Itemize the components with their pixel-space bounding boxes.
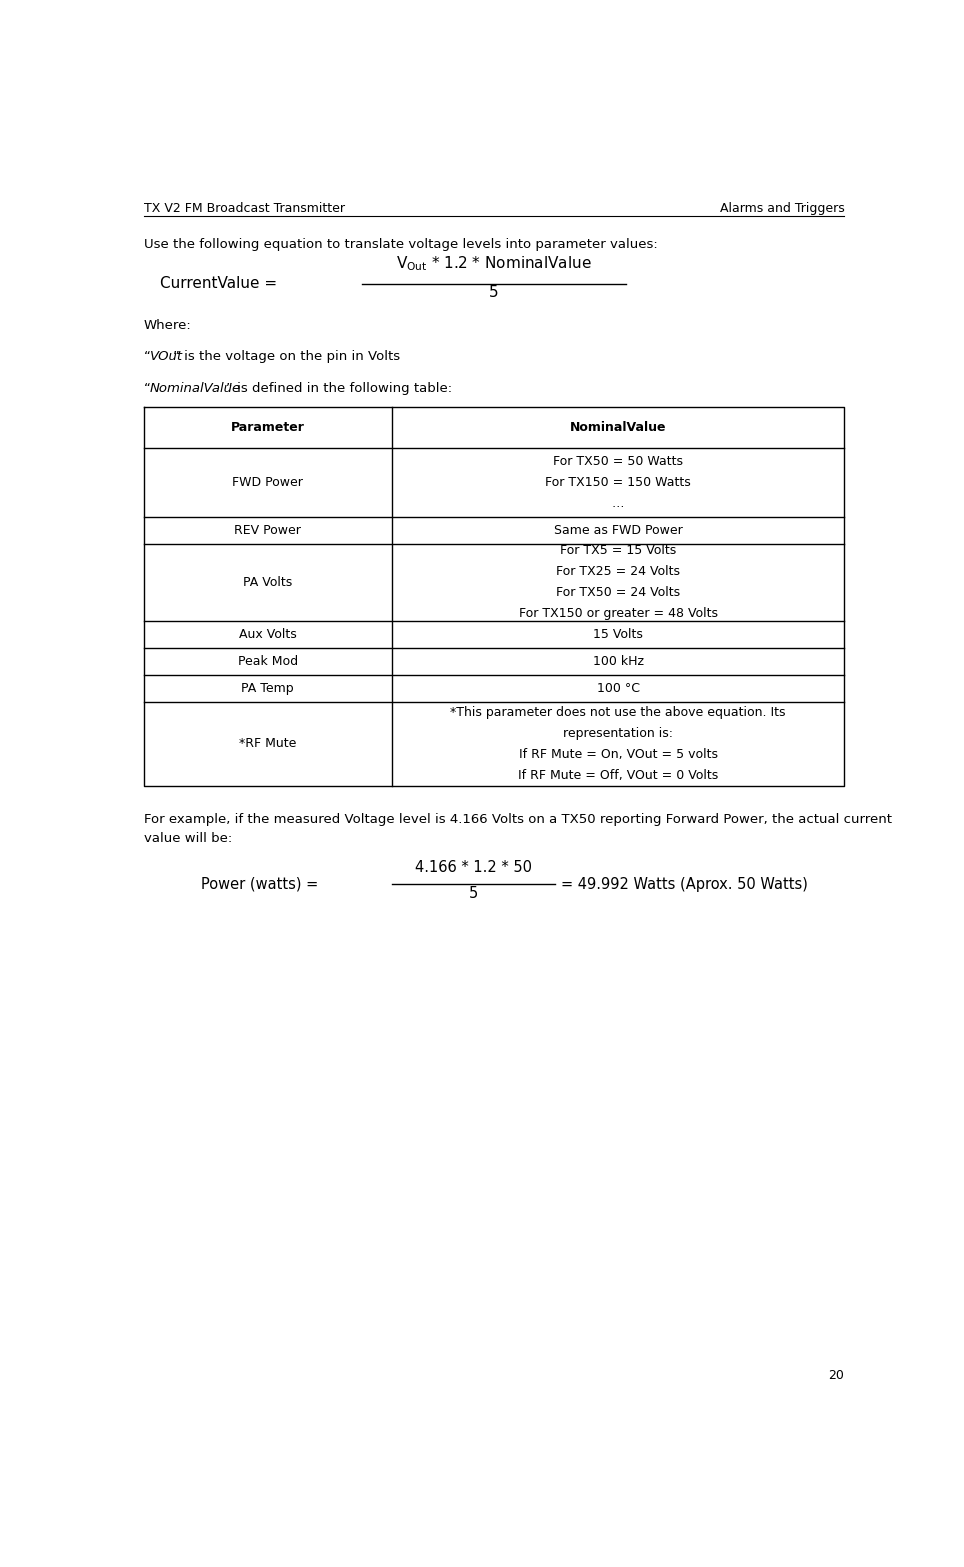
Text: 20: 20 <box>828 1368 844 1382</box>
Text: 5: 5 <box>490 285 498 299</box>
Text: Parameter: Parameter <box>230 422 305 434</box>
Text: NominalValue: NominalValue <box>150 382 241 395</box>
Text: “: “ <box>144 382 150 395</box>
Text: “: “ <box>144 349 150 362</box>
Text: 100 °C: 100 °C <box>597 682 639 694</box>
Text: VOut: VOut <box>150 349 183 362</box>
Text: TX V2 FM Broadcast Transmitter: TX V2 FM Broadcast Transmitter <box>144 202 345 215</box>
Text: REV Power: REV Power <box>234 523 301 537</box>
Text: Peak Mod: Peak Mod <box>238 655 298 668</box>
Text: ” is the voltage on the pin in Volts: ” is the voltage on the pin in Volts <box>174 349 400 362</box>
Text: Same as FWD Power: Same as FWD Power <box>553 523 683 537</box>
Text: Alarms and Triggers: Alarms and Triggers <box>719 202 844 215</box>
Text: For example, if the measured Voltage level is 4.166 Volts on a TX50 reporting Fo: For example, if the measured Voltage lev… <box>144 813 892 845</box>
Text: ” is defined in the following table:: ” is defined in the following table: <box>226 382 452 395</box>
Text: NominalValue: NominalValue <box>570 422 666 434</box>
Text: PA Volts: PA Volts <box>243 575 292 589</box>
Text: PA Temp: PA Temp <box>241 682 294 694</box>
Text: Where:: Where: <box>144 320 192 332</box>
Text: 15 Volts: 15 Volts <box>593 628 643 641</box>
Text: = 49.992 Watts (Aprox. 50 Watts): = 49.992 Watts (Aprox. 50 Watts) <box>561 876 808 892</box>
Text: Use the following equation to translate voltage levels into parameter values:: Use the following equation to translate … <box>144 238 657 251</box>
Text: FWD Power: FWD Power <box>232 476 304 489</box>
Text: Power (watts) =: Power (watts) = <box>201 876 318 892</box>
Text: CurrentValue =: CurrentValue = <box>160 276 277 291</box>
Text: *This parameter does not use the above equation. Its
representation is:
If RF Mu: *This parameter does not use the above e… <box>450 707 786 782</box>
Text: Aux Volts: Aux Volts <box>239 628 297 641</box>
Text: $\mathregular{V_{Out}}$ * 1.2 * NominalValue: $\mathregular{V_{Out}}$ * 1.2 * NominalV… <box>396 254 592 273</box>
Text: For TX5 = 15 Volts
For TX25 = 24 Volts
For TX50 = 24 Volts
For TX150 or greater : For TX5 = 15 Volts For TX25 = 24 Volts F… <box>519 544 717 621</box>
Text: 4.166 * 1.2 * 50: 4.166 * 1.2 * 50 <box>415 860 531 874</box>
Text: *RF Mute: *RF Mute <box>239 738 297 751</box>
Text: For TX50 = 50 Watts
For TX150 = 150 Watts
…: For TX50 = 50 Watts For TX150 = 150 Watt… <box>546 454 691 509</box>
Text: 5: 5 <box>469 885 478 901</box>
Text: 100 kHz: 100 kHz <box>593 655 644 668</box>
